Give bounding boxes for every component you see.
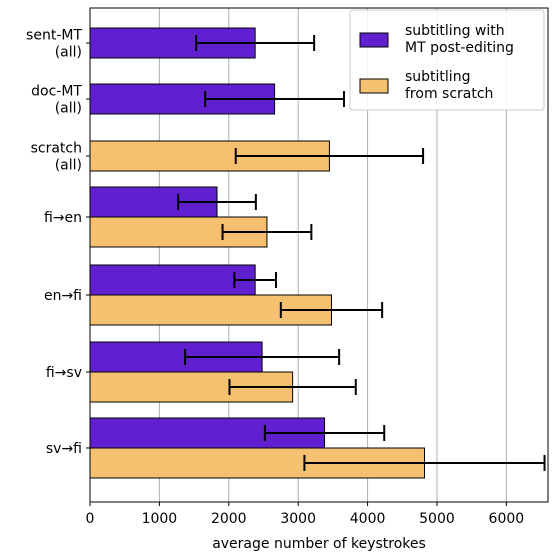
x-tick-label: 1000: [142, 511, 178, 527]
legend-label-mt: subtitling with MT post-editing: [405, 23, 514, 56]
error-bars: [177, 35, 546, 471]
legend-frame: [349, 9, 545, 111]
x-tick-label: 4000: [350, 511, 386, 527]
bar-mt: [89, 264, 256, 296]
category-label: fi→en: [44, 210, 82, 226]
legend-swatch-scratch: [359, 78, 389, 94]
category-label-line: (all): [55, 101, 82, 117]
category-label-line: en→fi: [44, 288, 82, 304]
category-label-line: scratch: [31, 141, 82, 157]
legend: subtitling with MT post-editingsubtitling…: [349, 9, 545, 111]
category-label-line: (all): [55, 45, 82, 61]
x-tick-label: 5000: [419, 511, 455, 527]
category-label: sv→fi: [46, 441, 82, 457]
category-label: sent-MT (all): [26, 28, 82, 61]
legend-label-line: subtitling with: [405, 23, 505, 39]
x-tick-label: 6000: [489, 511, 525, 527]
x-tick-label: 2000: [211, 511, 247, 527]
legend-label-scratch: subtitling from scratch: [405, 69, 493, 102]
category-label: en→fi: [44, 288, 82, 304]
tick-marks: 0 1000 2000 3000 4000 5000 6000: [86, 42, 525, 527]
category-label-line: fi→en: [44, 210, 82, 226]
legend-entries: subtitling with MT post-editingsubtitling…: [359, 23, 514, 102]
category-label: doc-MT (all): [31, 84, 82, 117]
category-label-line: (all): [55, 158, 82, 174]
legend-label-line: from scratch: [405, 86, 493, 102]
plot-frame: [89, 7, 549, 503]
x-axis-label: average number of keystrokes: [212, 536, 426, 552]
category-label-line: sent-MT: [26, 28, 82, 44]
category-labels: sent-MT (all)doc-MT (all)scratch (all)fi→en…: [26, 28, 82, 458]
legend-swatch-mt: [359, 32, 389, 48]
x-tick-label: 3000: [280, 511, 316, 527]
category-label-line: doc-MT: [31, 84, 82, 100]
legend-label-line: MT post-editing: [405, 40, 514, 56]
x-tick-label: 0: [86, 511, 95, 527]
category-label-line: sv→fi: [46, 441, 82, 457]
category-label-line: fi→sv: [46, 365, 82, 381]
category-label: scratch (all): [31, 141, 82, 174]
category-label: fi→sv: [46, 365, 82, 381]
legend-label-line: subtitling: [405, 69, 470, 85]
